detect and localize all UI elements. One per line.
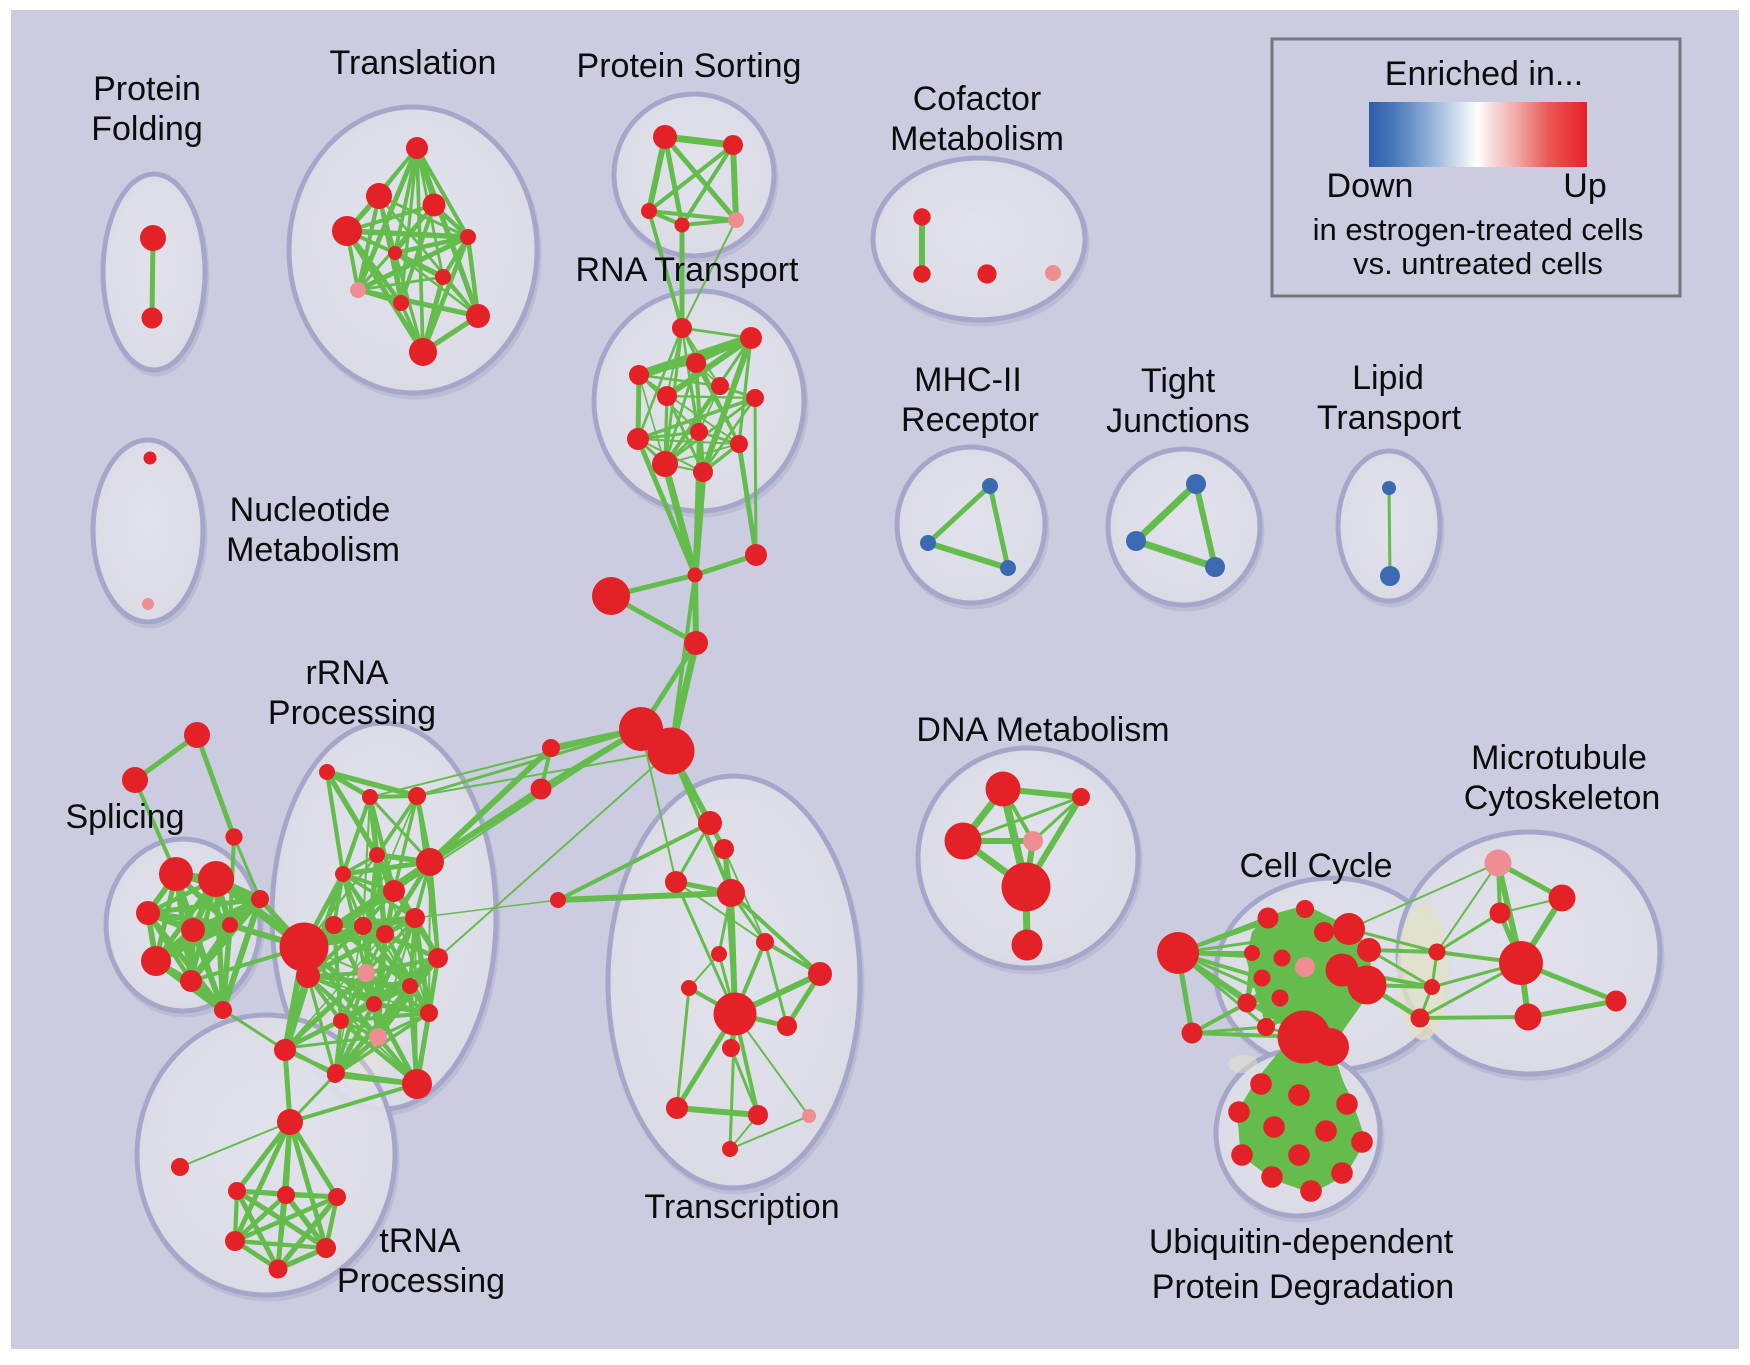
svg-text:rRNA: rRNA — [305, 654, 388, 692]
svg-text:Enriched in...: Enriched in... — [1385, 55, 1583, 93]
svg-text:Protein Sorting: Protein Sorting — [577, 47, 802, 85]
svg-text:vs. untreated cells: vs. untreated cells — [1353, 246, 1603, 281]
svg-text:Up: Up — [1563, 167, 1606, 205]
svg-text:Cofactor: Cofactor — [913, 80, 1042, 118]
svg-text:Metabolism: Metabolism — [226, 531, 400, 569]
svg-text:Folding: Folding — [91, 110, 203, 148]
svg-text:Lipid: Lipid — [1352, 359, 1424, 397]
svg-text:Nucleotide: Nucleotide — [230, 491, 391, 529]
svg-text:Junctions: Junctions — [1106, 402, 1250, 440]
svg-text:Processing: Processing — [337, 1262, 505, 1300]
svg-text:Processing: Processing — [268, 694, 436, 732]
svg-text:MHC-II: MHC-II — [914, 361, 1022, 399]
svg-text:Ubiquitin-dependent: Ubiquitin-dependent — [1149, 1223, 1454, 1261]
svg-text:Translation: Translation — [330, 44, 497, 82]
svg-text:Splicing: Splicing — [65, 798, 184, 836]
svg-text:Tight: Tight — [1141, 362, 1216, 400]
svg-text:Down: Down — [1327, 167, 1414, 205]
svg-text:Cell Cycle: Cell Cycle — [1239, 847, 1392, 885]
svg-text:Metabolism: Metabolism — [890, 120, 1064, 158]
svg-text:Protein Degradation: Protein Degradation — [1152, 1268, 1454, 1306]
svg-text:RNA Transport: RNA Transport — [576, 251, 800, 289]
svg-text:DNA Metabolism: DNA Metabolism — [916, 711, 1169, 749]
svg-text:tRNA: tRNA — [379, 1222, 461, 1260]
svg-text:Protein: Protein — [93, 70, 201, 108]
svg-text:in estrogen-treated cells: in estrogen-treated cells — [1313, 212, 1644, 247]
svg-text:Transport: Transport — [1317, 399, 1462, 437]
svg-text:Transcription: Transcription — [644, 1188, 839, 1226]
svg-text:Cytoskeleton: Cytoskeleton — [1464, 779, 1661, 817]
svg-text:Receptor: Receptor — [901, 401, 1039, 439]
svg-text:Microtubule: Microtubule — [1471, 739, 1647, 777]
